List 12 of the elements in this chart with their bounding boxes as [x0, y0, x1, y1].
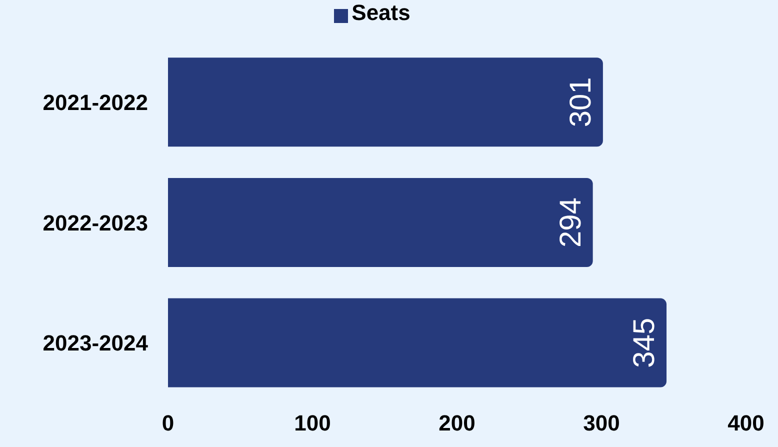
- y-tick-label: 2023-2024: [42, 330, 149, 356]
- x-tick-label: 300: [583, 410, 620, 436]
- x-tick-label: 100: [294, 410, 331, 436]
- x-tick-label: 400: [728, 410, 764, 436]
- legend-label: Seats: [352, 0, 410, 25]
- x-tick-label: 200: [438, 410, 476, 436]
- data-label: 301: [564, 77, 598, 128]
- y-tick-label: 2021-2022: [42, 90, 148, 115]
- data-label: 294: [554, 197, 588, 248]
- data-label: 345: [628, 318, 662, 368]
- y-tick-label: 2022-2023: [42, 210, 148, 236]
- x-tick-label: 0: [162, 410, 174, 436]
